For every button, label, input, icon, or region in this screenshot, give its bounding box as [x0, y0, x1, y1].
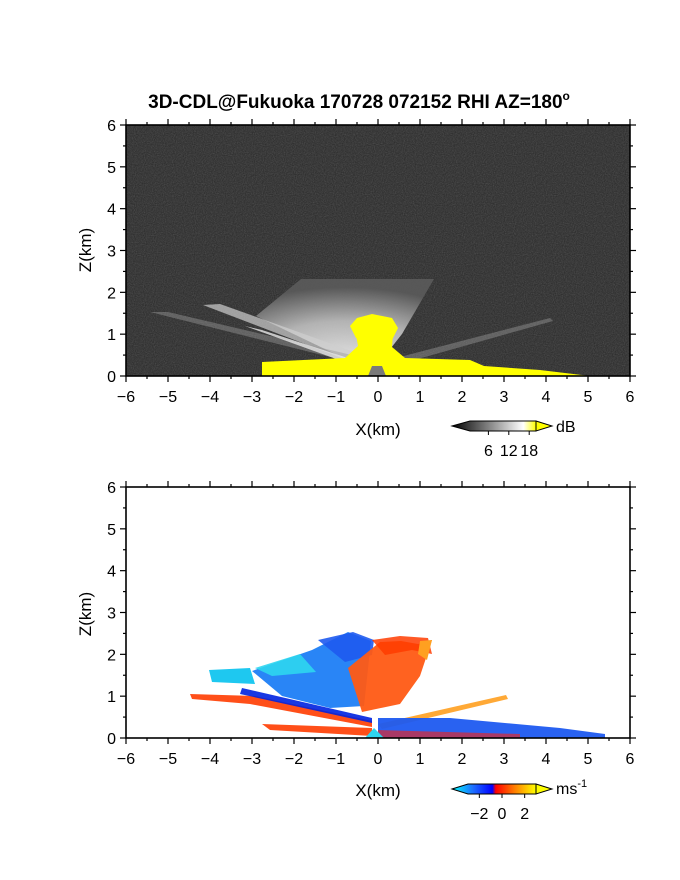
y-tick-label: 5 — [107, 522, 116, 539]
low-beam-streak — [396, 318, 553, 364]
backscatter-image — [126, 125, 630, 376]
backscatter-colorbar: 6 12 18 dB — [450, 419, 576, 460]
positive-velocity-streak — [262, 724, 372, 736]
x-tick-label: −5 — [159, 751, 177, 768]
x-tick-label: −3 — [243, 389, 261, 406]
velocity-axes: −6 −5 −4 −3 −2 −1 0 1 2 3 4 5 6 0 1 2 3 4 5 6 — [107, 480, 636, 768]
x-tick-label: −6 — [117, 751, 135, 768]
x-tick-label: 0 — [374, 751, 383, 768]
x-tick-label: 0 — [374, 389, 383, 406]
x-tick-label: 5 — [584, 751, 593, 768]
y-tick-label: 1 — [107, 689, 116, 706]
near-ground-positive-beam — [378, 730, 520, 738]
colorbar-tick-label: 18 — [520, 443, 538, 460]
x-tick-label: −1 — [327, 389, 345, 406]
x-tick-label: −1 — [327, 751, 345, 768]
x-tick-label: −4 — [201, 751, 219, 768]
x-tick-label: 5 — [584, 389, 593, 406]
velocity-xlabel: X(km) — [355, 781, 400, 800]
backscatter-axes: −6 −5 −4 −3 −2 −1 0 1 2 3 4 5 6 0 1 2 3 4 5 6 — [107, 118, 636, 406]
positive-velocity-region — [348, 640, 432, 712]
x-tick-label: 6 — [626, 751, 635, 768]
x-tick-label: −2 — [285, 751, 303, 768]
backscatter-xlabel: X(km) — [355, 420, 400, 439]
colorbar-end — [535, 783, 554, 795]
velocity-ylabel: Z(km) — [76, 592, 95, 636]
negative-velocity-streak — [240, 688, 372, 723]
velocity-panel: −6 −5 −4 −3 −2 −1 0 1 2 3 4 5 6 0 1 2 3 4 5 6 X(km) Z(km) −… — [76, 480, 636, 823]
velocity-colorbar-unit: ms-1 — [556, 778, 587, 798]
x-tick-label: −5 — [159, 389, 177, 406]
velocity-image — [126, 487, 630, 738]
low-beam-streak — [245, 326, 354, 364]
lidar-site — [368, 366, 386, 376]
x-tick-label: 4 — [542, 389, 551, 406]
backscatter-ylabel: Z(km) — [76, 228, 95, 272]
y-tick-label: 6 — [107, 480, 116, 497]
negative-velocity-region — [255, 654, 316, 676]
low-beam-streak — [150, 312, 356, 362]
lidar-site — [365, 728, 384, 738]
y-tick-label: 5 — [107, 160, 116, 177]
saturated-echo — [350, 314, 398, 340]
y-tick-label: 4 — [107, 202, 116, 219]
negative-velocity-region — [209, 668, 255, 684]
y-tick-label: 0 — [107, 369, 116, 386]
backscatter-colorbar-ticks: 6 12 18 — [484, 431, 538, 460]
saturated-echo — [262, 330, 590, 376]
y-tick-label: 2 — [107, 285, 116, 302]
y-tick-label: 6 — [107, 118, 116, 135]
positive-velocity-region — [372, 636, 432, 655]
y-tick-label: 0 — [107, 731, 116, 748]
x-tick-label: −6 — [117, 389, 135, 406]
x-tick-label: −2 — [285, 389, 303, 406]
colorbar-end — [535, 420, 554, 432]
colorbar-bar — [450, 783, 537, 795]
y-tick-label: 2 — [107, 647, 116, 664]
positive-velocity-region — [418, 640, 432, 660]
colorbar-tick-label: 0 — [498, 806, 507, 823]
x-tick-label: 2 — [458, 389, 467, 406]
x-tick-label: 1 — [416, 389, 425, 406]
velocity-colorbar-ticks: −2 0 2 — [470, 794, 529, 823]
velocity-colorbar: −2 0 2 ms-1 — [450, 778, 587, 823]
y-tick-label: 3 — [107, 606, 116, 623]
y-tick-label: 4 — [107, 564, 116, 581]
x-tick-label: 3 — [500, 751, 509, 768]
colorbar-tick-label: −2 — [470, 806, 488, 823]
positive-velocity-streak — [190, 694, 372, 727]
x-tick-label: −3 — [243, 751, 261, 768]
y-tick-label: 1 — [107, 327, 116, 344]
low-beam-streak — [203, 304, 360, 362]
x-tick-label: 3 — [500, 389, 509, 406]
y-tick-label: 3 — [107, 244, 116, 261]
x-tick-label: 1 — [416, 751, 425, 768]
x-tick-label: 2 — [458, 751, 467, 768]
backscatter-colorbar-unit: dB — [556, 419, 576, 436]
x-tick-label: 4 — [542, 751, 551, 768]
chart-title: 3D-CDL@Fukuoka 170728 072152 RHI AZ=180o — [148, 89, 570, 113]
colorbar-bar — [450, 420, 537, 432]
x-tick-label: 6 — [626, 389, 635, 406]
colorbar-tick-label: 12 — [500, 443, 518, 460]
x-tick-label: −4 — [201, 389, 219, 406]
colorbar-tick-label: 2 — [520, 806, 529, 823]
negative-velocity-region — [318, 632, 374, 662]
colorbar-tick-label: 6 — [484, 443, 493, 460]
